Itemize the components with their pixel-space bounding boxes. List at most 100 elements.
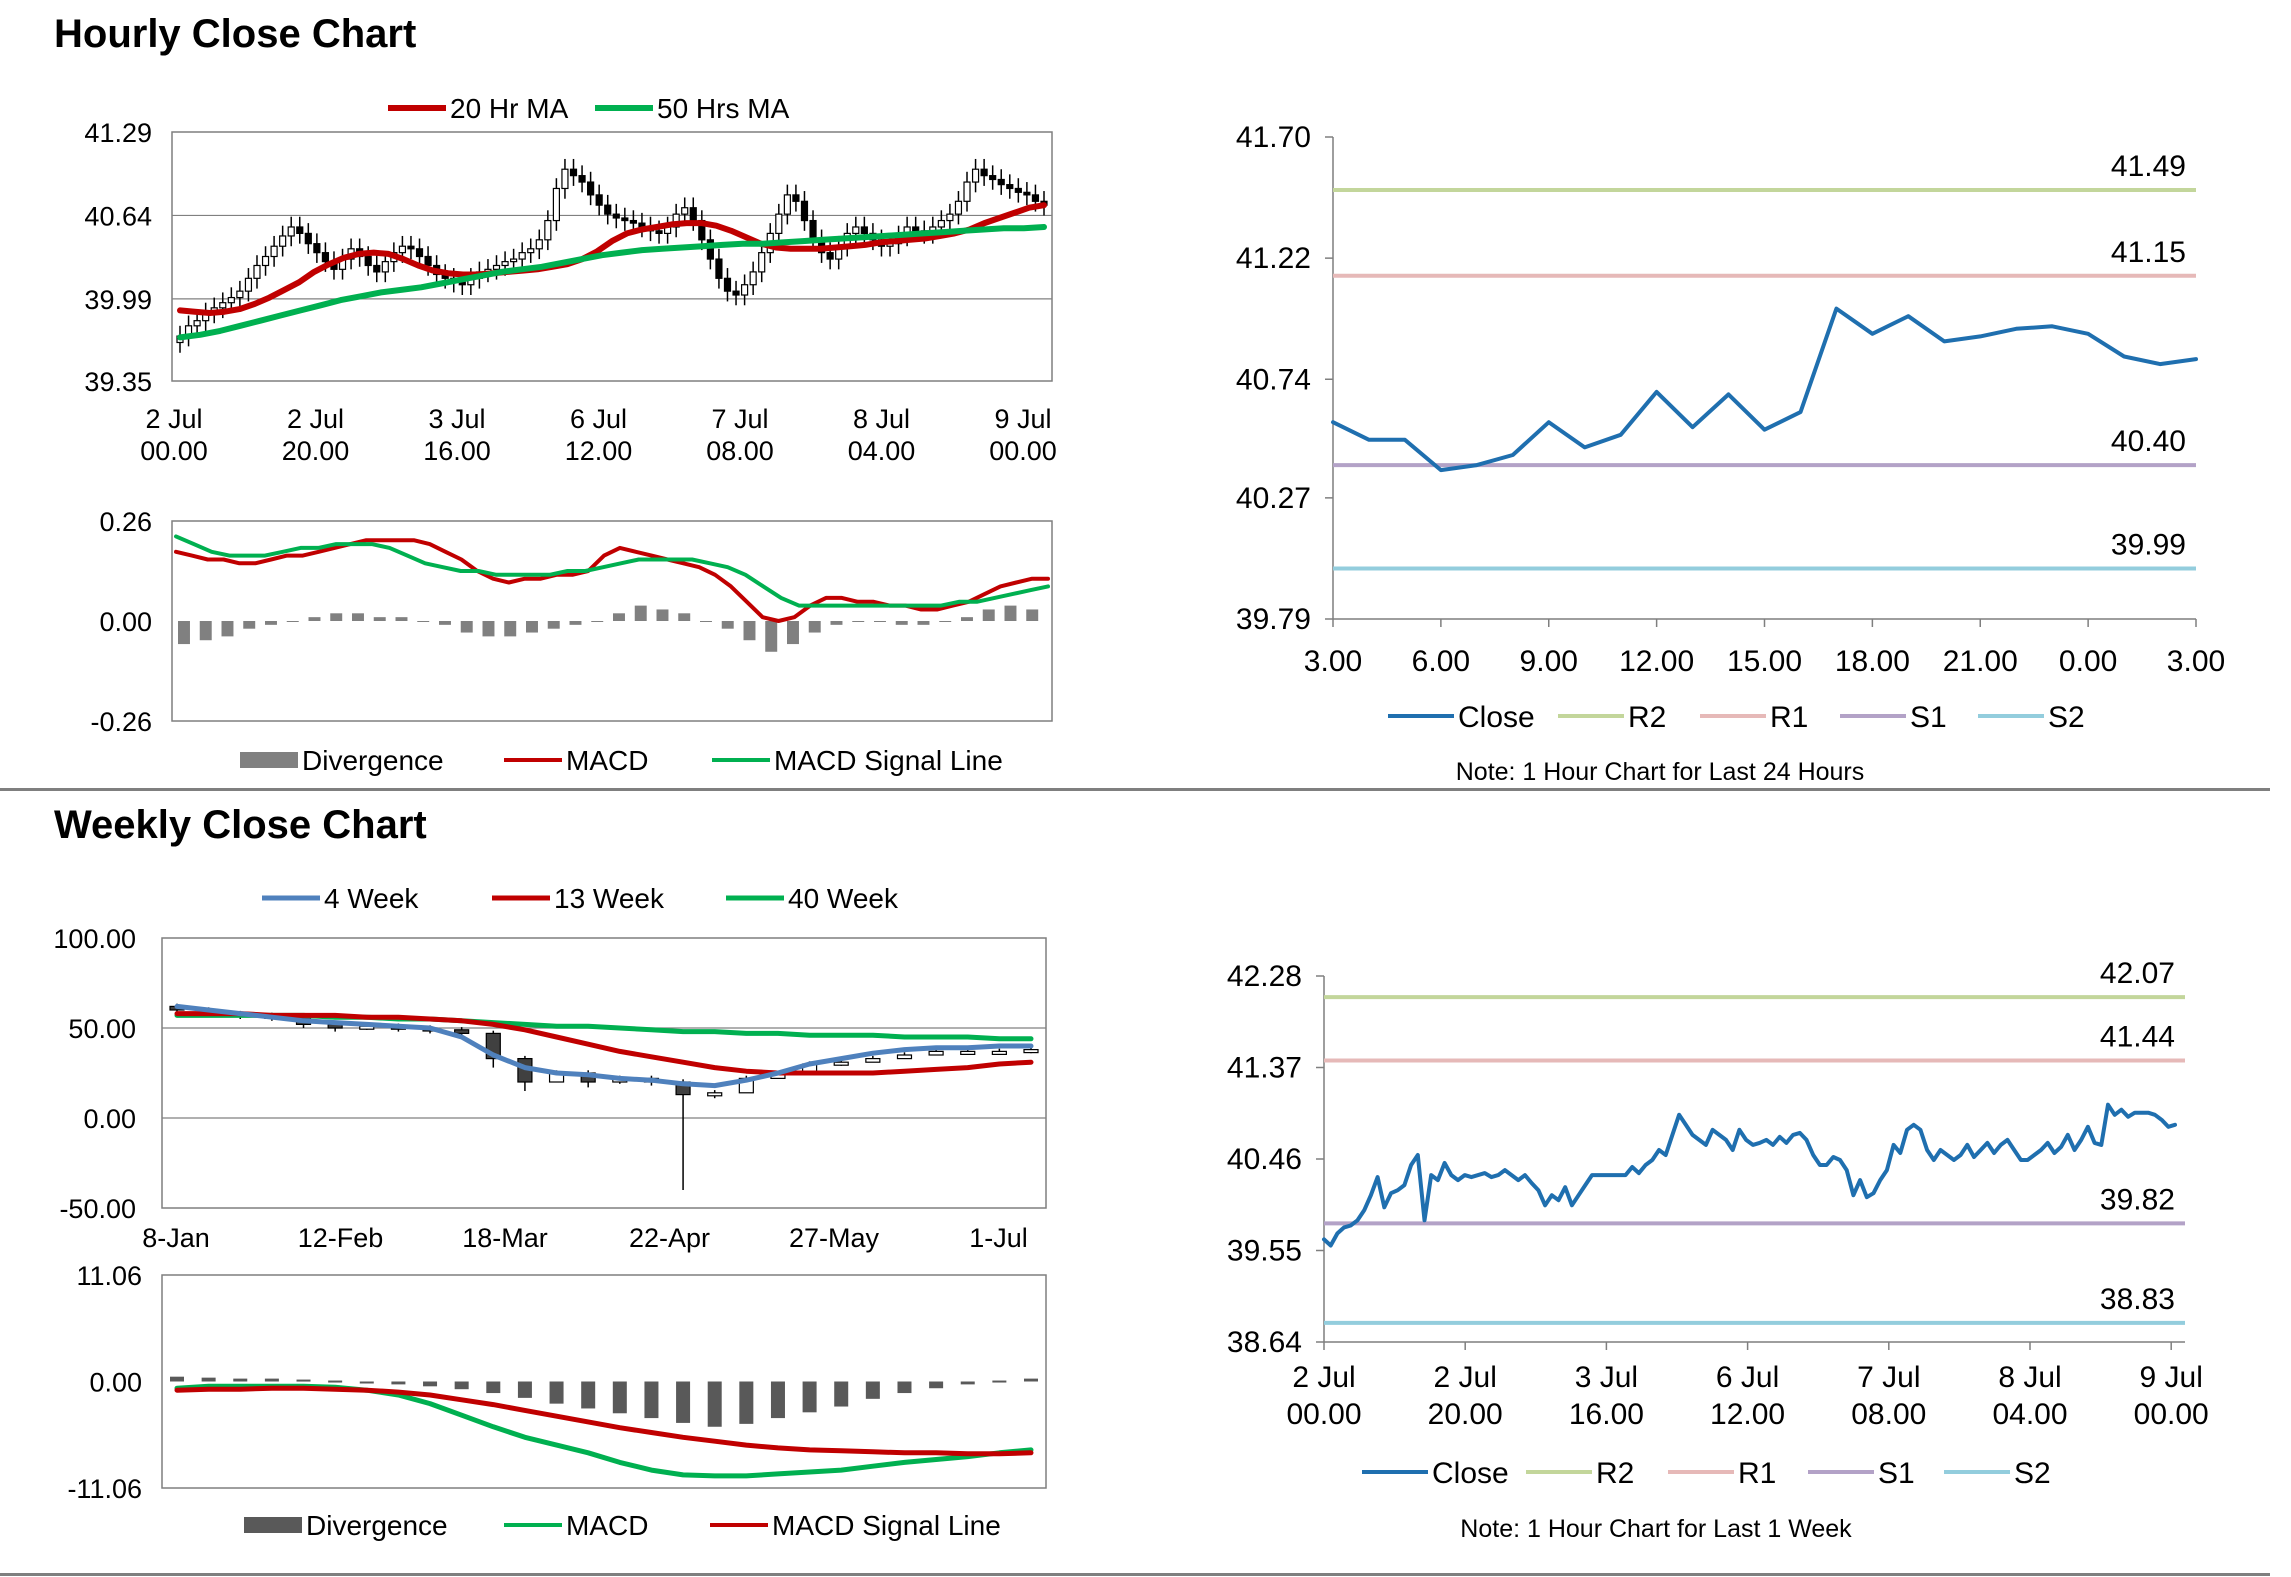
legend-1w-close: Close — [1432, 1457, 1509, 1490]
hourly-divergence-bar — [526, 621, 538, 633]
hourly-divergence-bar — [656, 609, 669, 621]
hourly-divergence-bar — [852, 621, 865, 622]
weekly-13-week-line — [174, 1011, 1034, 1076]
hourly-candle-body — [1014, 187, 1022, 193]
hourly-candle-body — [424, 255, 432, 267]
hourly-price-x-tick-day: 3 Jul — [428, 404, 485, 434]
hourly-candle-body — [621, 217, 629, 222]
hourly-candle-body — [758, 252, 766, 273]
hourly-price-x-tick-day: 7 Jul — [711, 404, 768, 434]
weekly-1w-x-tick-day: 7 Jul — [1857, 1361, 1920, 1394]
legend-50hrs-ma: 50 Hrs MA — [657, 93, 790, 124]
hourly-24h-x-tick: 18.00 — [1835, 645, 1910, 678]
weekly-divergence-bar — [201, 1377, 216, 1382]
hourly-candle-body — [544, 219, 552, 241]
hourly-candle-body — [219, 302, 227, 309]
weekly-section-title: Weekly Close Chart — [54, 803, 427, 847]
weekly-candle-body — [833, 1061, 849, 1066]
weekly-macd-y-tick: 0.00 — [89, 1368, 142, 1398]
hourly-divergence-bar — [221, 621, 234, 637]
hourly-divergence-bar — [439, 621, 451, 625]
hourly-candle-body — [980, 168, 988, 177]
weekly-1w-x-tick-time: 04.00 — [1992, 1398, 2067, 1431]
hourly-divergence-bar — [243, 621, 256, 629]
weekly-candle-body — [707, 1092, 723, 1097]
hourly-24h-note: Note: 1 Hour Chart for Last 24 Hours — [1456, 758, 1865, 786]
weekly-1w-x-tick-time: 00.00 — [2134, 1398, 2209, 1431]
legend-24h-s1: S1 — [1910, 701, 1947, 734]
weekly-divergence-bar — [770, 1381, 785, 1419]
hourly-price-x-tick-day: 2 Jul — [145, 404, 202, 434]
weekly-divergence-bar — [865, 1381, 880, 1399]
hourly-candle-body — [510, 258, 518, 263]
hourly-24h-level-label-r1: 41.15 — [2111, 236, 2186, 269]
bottom-divider — [0, 1573, 2270, 1576]
hourly-candle-body — [279, 235, 287, 247]
legend-24h-r2: R2 — [1628, 701, 1666, 734]
hourly-24h-y-tick: 40.27 — [1236, 482, 1311, 515]
hourly-price-x-tick-day: 8 Jul — [853, 404, 910, 434]
hourly-macd-plot-frame — [171, 520, 1053, 722]
weekly-candle-body — [960, 1050, 976, 1056]
hourly-candle-body — [287, 226, 295, 237]
weekly-1w-x-tick-day: 2 Jul — [1292, 1361, 1355, 1394]
hourly-24h-y-tick: 41.22 — [1236, 242, 1311, 275]
hourly-candle-body — [715, 258, 723, 279]
weekly-candle-body — [991, 1050, 1007, 1056]
weekly-divergence-bar — [264, 1378, 279, 1382]
hourly-candle-body — [1031, 194, 1040, 202]
weekly-divergence-bar — [549, 1381, 564, 1404]
legend-40-week: 40 Week — [788, 883, 899, 914]
hourly-candle-body — [749, 271, 757, 286]
legend-1w-s1: S1 — [1878, 1457, 1915, 1490]
legend-hourly-signal: MACD Signal Line — [774, 745, 1003, 776]
hourly-candle-body — [552, 187, 560, 222]
hourly-ma20-line — [177, 202, 1047, 316]
hourly-divergence-bar — [460, 621, 473, 633]
hourly-price-x-tick-time: 00.00 — [989, 436, 1057, 466]
hourly-candle-body — [398, 245, 407, 254]
weekly-1w-y-tick: 41.37 — [1227, 1052, 1302, 1085]
hourly-divergence-bar — [178, 621, 190, 645]
hourly-price-x-tick-time: 20.00 — [282, 436, 350, 466]
hourly-section-title: Hourly Close Chart — [54, 12, 417, 56]
weekly-divergence-bar — [929, 1381, 944, 1389]
weekly-1w-x-tick-time: 20.00 — [1428, 1398, 1503, 1431]
hourly-candle-body — [364, 255, 372, 267]
weekly-divergence-bar — [391, 1381, 406, 1385]
weekly-macd-line — [174, 1383, 1034, 1479]
legend-24h-r1: R1 — [1770, 701, 1808, 734]
weekly-divergence-bar — [517, 1381, 532, 1398]
weekly-price-plot-frame — [161, 937, 1047, 1209]
weekly-divergence-bar — [359, 1381, 374, 1384]
weekly-macd-signal-line — [174, 1385, 1034, 1457]
hourly-candle-body — [501, 261, 509, 267]
hourly-candle-body — [723, 277, 732, 292]
weekly-1w-close-line — [1322, 1102, 2177, 1248]
hourly-candle-body — [1006, 184, 1014, 190]
hourly-divergence-bar — [939, 621, 952, 622]
legend-weekly-divergence-swatch — [244, 1517, 302, 1533]
weekly-divergence-bar — [454, 1381, 469, 1390]
weekly-1w-x-tick-day: 2 Jul — [1434, 1361, 1497, 1394]
hourly-divergence-bar — [787, 621, 799, 645]
hourly-24h-close-line — [1331, 306, 2198, 473]
weekly-1w-y-tick: 40.46 — [1227, 1143, 1302, 1176]
hourly-24h-x-tick: 3.00 — [2167, 645, 2225, 678]
hourly-candle-body — [578, 175, 586, 183]
hourly-price-x-tick-time: 12.00 — [565, 436, 633, 466]
weekly-divergence-bar — [1024, 1378, 1038, 1382]
weekly-divergence-bar — [960, 1381, 975, 1385]
weekly-divergence-bar — [707, 1381, 722, 1427]
hourly-candle-body — [535, 239, 543, 250]
hourly-candle-body — [604, 204, 612, 215]
hourly-divergence-bar — [982, 609, 995, 621]
hourly-candle-body — [629, 219, 637, 224]
weekly-macd-plot-frame — [161, 1274, 1047, 1489]
weekly-divergence-bar — [992, 1380, 1007, 1383]
hourly-divergence-bar — [569, 621, 582, 625]
hourly-candle-body — [270, 245, 278, 258]
hourly-macd-y-tick: 0.00 — [99, 607, 152, 637]
hourly-price-x-tick-day: 2 Jul — [287, 404, 344, 434]
